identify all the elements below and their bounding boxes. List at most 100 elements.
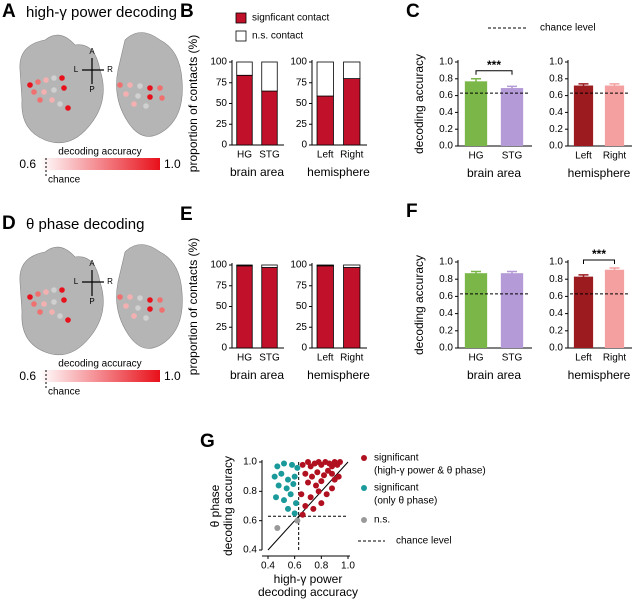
point xyxy=(293,500,299,507)
y-tick-label: 0.8 xyxy=(243,486,257,497)
compass-label: R xyxy=(107,65,113,74)
y-tick-label: 0 xyxy=(221,140,227,151)
y-tick-label: 1.0 xyxy=(549,57,563,68)
point xyxy=(281,460,287,467)
x-axis-label: hemisphere xyxy=(307,165,370,179)
panel-letter: B xyxy=(180,1,194,22)
legend-marker xyxy=(361,517,367,523)
y-tick-label: 0.8 xyxy=(439,274,453,285)
bar xyxy=(500,88,524,146)
electrode xyxy=(51,75,57,81)
y-tick-label: 25 xyxy=(216,119,228,130)
point xyxy=(321,472,327,479)
x-axis-label: high-γ power xyxy=(274,572,343,586)
x-tick-label: HG xyxy=(469,151,484,162)
colorbar-label: decoding accuracy xyxy=(58,147,141,158)
electrode xyxy=(61,85,67,91)
compass-label: A xyxy=(89,259,95,268)
panel-letter: E xyxy=(180,204,193,225)
error-bar xyxy=(471,270,481,275)
point xyxy=(291,510,298,517)
point xyxy=(281,497,287,504)
brain: A L R P xyxy=(19,244,183,356)
y-tick-label: 0.6 xyxy=(439,90,453,101)
y-tick-label: 0 xyxy=(301,343,307,354)
error-bar xyxy=(578,274,589,279)
compass-label: P xyxy=(89,85,94,94)
x-tick-label: HG xyxy=(237,353,252,364)
y-tick-label: 0.8 xyxy=(549,73,563,84)
point xyxy=(273,494,279,501)
y-tick-label: 50 xyxy=(296,98,308,109)
electrode xyxy=(57,101,63,107)
point xyxy=(314,469,321,476)
x-tick-label: Left xyxy=(575,353,592,364)
legend-label: (only θ phase) xyxy=(374,496,437,507)
significance-bracket xyxy=(475,70,513,75)
y-tick-label: 0.0 xyxy=(549,141,563,152)
electrode xyxy=(131,313,137,319)
electrode xyxy=(41,301,47,307)
significance-bracket xyxy=(583,259,615,265)
compass-label: R xyxy=(107,277,113,286)
y-tick-label: 0.4 xyxy=(439,308,453,319)
right-hemisphere xyxy=(116,244,183,349)
x-tick-label: STG xyxy=(502,353,523,364)
electrode xyxy=(147,85,153,91)
y-axis-label: decoding accuracy xyxy=(412,54,426,154)
electrode xyxy=(27,82,33,88)
point xyxy=(283,485,290,492)
point xyxy=(318,478,325,485)
right-hemisphere xyxy=(116,32,183,137)
electrode xyxy=(131,101,137,107)
y-tick-label: 0.6 xyxy=(549,291,563,302)
electrode xyxy=(159,95,165,101)
point xyxy=(294,464,301,471)
electrode xyxy=(147,297,153,303)
electrode xyxy=(43,77,49,83)
y-tick-label: 100 xyxy=(210,260,227,271)
point xyxy=(278,470,285,477)
point xyxy=(271,473,278,480)
colorbar-max: 1.0 xyxy=(164,369,181,383)
panel-title: high-γ power decoding xyxy=(26,4,177,21)
point xyxy=(323,491,330,498)
point xyxy=(299,461,306,468)
colorbar-label: decoding accuracy xyxy=(58,359,141,370)
colorbar xyxy=(40,370,160,382)
panel-letter: A xyxy=(2,1,16,22)
electrode xyxy=(65,105,71,111)
electrode xyxy=(59,75,65,81)
legend-label: signficant contact xyxy=(252,13,329,24)
y-tick-label: 0.6 xyxy=(243,515,257,526)
bar-segment xyxy=(261,267,278,349)
panel-letter: F xyxy=(406,201,418,222)
point xyxy=(302,503,309,509)
error-bar xyxy=(578,83,589,88)
x-tick-label: STG xyxy=(259,353,280,364)
bar xyxy=(500,273,524,348)
bar-segment xyxy=(343,78,361,146)
bar xyxy=(573,85,594,146)
x-axis-label: brain area xyxy=(230,368,284,382)
bar xyxy=(573,276,594,348)
y-tick-label: 0 xyxy=(301,140,307,151)
electrode xyxy=(35,79,41,85)
bar-segment xyxy=(261,264,278,268)
x-axis-label: brain area xyxy=(467,368,521,382)
point xyxy=(309,473,315,480)
legend-label: chance level xyxy=(396,536,452,547)
electrode xyxy=(49,97,55,103)
x-tick-label: Left xyxy=(317,150,334,161)
point xyxy=(337,459,343,465)
point xyxy=(291,473,298,480)
electrode xyxy=(123,303,129,309)
y-tick-label: 1.0 xyxy=(549,257,563,268)
legend-label: significant xyxy=(374,453,419,464)
compass-arrows xyxy=(82,58,104,84)
colorbar-min: 0.6 xyxy=(19,369,36,383)
x-axis-label: decoding accuracy xyxy=(258,585,358,599)
compass-label: L xyxy=(74,65,79,74)
y-tick-label: 0.4 xyxy=(549,107,563,118)
